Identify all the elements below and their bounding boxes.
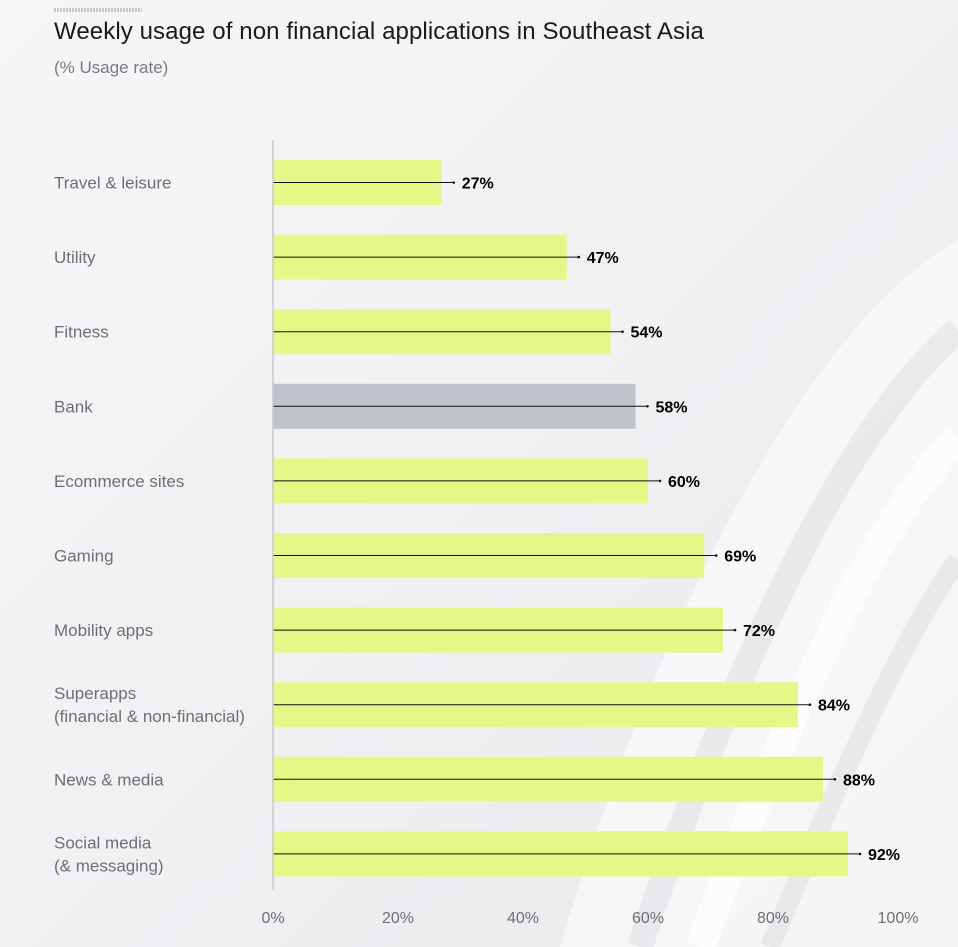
x-tick-label: 40% [507,910,539,927]
chart-subtitle: (% Usage rate) [54,58,169,77]
data-label: 58% [656,399,688,416]
bar-reference-dot [577,255,581,259]
data-label: 54% [631,325,663,342]
category-label: Bank [54,397,93,416]
category-label: Gaming [54,547,114,566]
data-label: 27% [462,176,494,193]
data-label: 69% [724,549,756,566]
x-tick-label: 0% [261,910,284,927]
data-label: 60% [668,474,700,491]
chart-title: Weekly usage of non financial applicatio… [54,18,704,45]
bar-reference-dot [646,405,649,408]
x-tick-label: 60% [632,910,664,927]
data-label: 84% [818,698,850,715]
bar-reference-dot [808,703,812,706]
x-tick-label: 80% [757,910,789,927]
bar-reference-dot [714,554,718,557]
x-tick-label: 100% [878,910,919,927]
category-label: (financial & non-financial) [54,707,245,726]
bar-reference-dot [858,852,862,856]
bar-reference-dot [452,181,456,184]
bar-reference-dot [621,330,624,334]
bar-reference-dot [833,778,837,781]
data-label: 92% [868,847,900,864]
category-label: Social media [54,833,152,852]
bar-reference-dot [658,479,662,483]
category-label: Utility [54,248,96,267]
decorative-rule [54,8,142,12]
data-label: 72% [743,623,775,640]
bar-reference-dot [733,628,737,632]
category-label: Mobility apps [54,621,153,640]
category-label: Ecommerce sites [54,472,184,491]
data-label: 47% [587,250,619,267]
category-label: News & media [54,770,164,789]
x-tick-label: 20% [382,910,414,927]
category-label: (& messaging) [54,856,164,875]
category-label: Travel & leisure [54,174,171,193]
data-label: 88% [843,772,875,789]
category-label: Superapps [54,684,136,703]
category-label: Fitness [54,323,109,342]
